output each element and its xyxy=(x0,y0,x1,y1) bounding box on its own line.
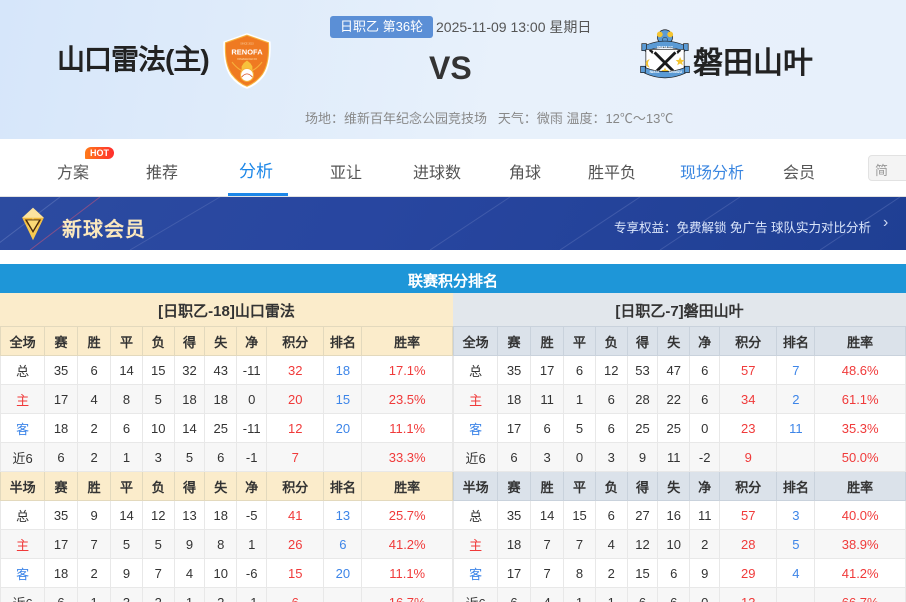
svg-text:IWATA FC: IWATA FC xyxy=(657,45,674,49)
svg-text:SINCE 2015: SINCE 2015 xyxy=(240,42,254,45)
svg-text:YAMAGUCHI FC: YAMAGUCHI FC xyxy=(237,57,257,61)
svg-text:SHIMIZU: SHIMIZU xyxy=(669,70,683,74)
svg-text:RENOFA: RENOFA xyxy=(231,48,263,57)
svg-text:IWATA: IWATA xyxy=(650,70,660,74)
